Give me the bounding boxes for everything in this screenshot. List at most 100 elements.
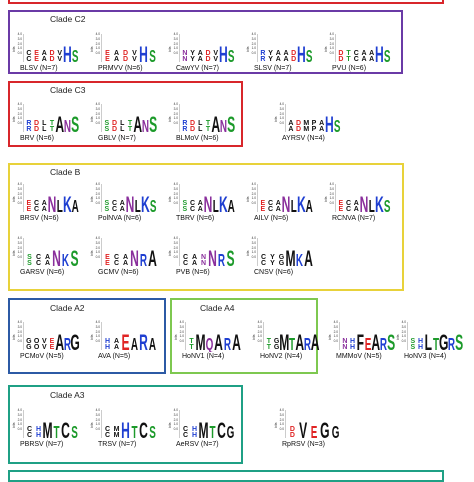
- logo-letter: D: [205, 50, 210, 57]
- logo-letter: T: [206, 126, 211, 133]
- logo-letter: L: [369, 197, 375, 214]
- logo-letter: S: [334, 117, 341, 134]
- logo-letter: R: [182, 120, 187, 127]
- logo-letter: V: [213, 50, 218, 57]
- logo-letter: R: [140, 251, 147, 268]
- logo-letter: C: [183, 254, 188, 261]
- logo-letter: G: [439, 330, 448, 352]
- logo-letter: N: [204, 192, 213, 214]
- logo-letter: S: [227, 112, 235, 134]
- logo-letter: A: [371, 330, 380, 352]
- logo-letter: R: [218, 251, 225, 268]
- logo-letter: S: [70, 246, 78, 268]
- logo-letter: A: [361, 56, 366, 63]
- logo-letter: N: [201, 254, 206, 261]
- logo-letter: A: [114, 50, 119, 57]
- logo-letter: H: [219, 42, 228, 64]
- logo-letter: E: [34, 56, 39, 63]
- logo-letter: D: [123, 50, 128, 57]
- logo-caption: GBLV (N=7): [98, 135, 136, 142]
- logo-letter: E: [339, 206, 344, 213]
- logo-caption: MMMoV (N=5): [336, 353, 382, 360]
- logo-caption: SLSV (N=7): [254, 65, 292, 72]
- logo-letter: G: [26, 338, 32, 345]
- logo-letter: H: [325, 112, 334, 134]
- logo-letter: C: [105, 426, 110, 433]
- logo-letter: A: [114, 56, 119, 63]
- logo-letter: D: [338, 50, 343, 57]
- logo-letter: G: [274, 344, 280, 351]
- y-axis-ticks: 4.0 3.0 2.0 1.0 0.0: [173, 236, 178, 260]
- logo-caption: AVA (N=5): [98, 353, 131, 360]
- logo-letter: N: [342, 344, 347, 351]
- y-axis-ticks: 4.0 3.0 2.0 1.0 0.0: [173, 408, 178, 432]
- logo-letter: R: [260, 56, 265, 63]
- logo-letter: E: [50, 338, 55, 345]
- logo-caption: BRV (N=6): [20, 135, 54, 142]
- logo-letter: T: [209, 423, 215, 440]
- logo-letter: V: [213, 56, 218, 63]
- logo-letter: M: [42, 418, 52, 440]
- logo-letter: Y: [268, 56, 273, 63]
- logo-letter: N: [201, 260, 206, 267]
- logo-letter: S: [105, 120, 110, 127]
- logo-letter: A: [133, 112, 142, 134]
- logo-letter: A: [192, 260, 197, 267]
- logo-letter: N: [342, 338, 347, 345]
- logo-letter: P: [312, 120, 317, 127]
- clade-a2-box: [8, 298, 166, 374]
- logo-letter: C: [183, 426, 188, 433]
- logo-letter: A: [114, 338, 119, 345]
- y-axis-ticks: 4.0 3.0 2.0 1.0 0.0: [95, 320, 100, 344]
- logo-letter: M: [114, 426, 120, 433]
- logo-letter: V: [132, 50, 137, 57]
- logo-letter: S: [105, 206, 110, 213]
- logo-letter: A: [232, 330, 241, 352]
- logo-letter: C: [36, 254, 41, 261]
- logo-letter: C: [34, 206, 39, 213]
- logo-caption: HoNV1 (N=4): [182, 353, 225, 360]
- logo-letter: Y: [190, 50, 195, 57]
- logo-caption: CNSV (N=6): [254, 269, 294, 276]
- y-axis-ticks: 4.0 3.0 2.0 1.0 0.0: [329, 32, 334, 56]
- logo-letter: S: [411, 338, 416, 345]
- logo-letter: G: [26, 344, 32, 351]
- logo-letter: T: [128, 126, 133, 133]
- logo-letter: V: [57, 50, 62, 57]
- y-axis-ticks: 4.0 3.0 2.0 1.0 0.0: [279, 102, 284, 126]
- logo-letter: G: [70, 330, 79, 352]
- logo-letter: C: [346, 200, 351, 207]
- logo-letter: T: [128, 120, 133, 127]
- logo-letter: V: [42, 344, 47, 351]
- logo-caption: RCNVA (N=7): [332, 215, 376, 222]
- clade-c2-box: [8, 10, 403, 74]
- logo-letter: R: [224, 335, 231, 352]
- y-axis-ticks: 4.0 3.0 2.0 1.0 0.0: [95, 32, 100, 56]
- logo-letter: H: [375, 42, 384, 64]
- logo-letter: A: [114, 344, 119, 351]
- logo-letter: D: [291, 56, 296, 63]
- logo-letter: T: [53, 423, 59, 440]
- y-axis-ticks: 4.0 3.0 2.0 1.0 0.0: [401, 320, 406, 344]
- y-axis-ticks: 4.0 3.0 2.0 1.0 0.0: [173, 102, 178, 126]
- logo-letter: S: [183, 200, 188, 207]
- logo-letter: E: [50, 344, 55, 351]
- logo-letter: C: [268, 200, 273, 207]
- logo-letter: S: [455, 330, 463, 352]
- logo-caption: PVB (N=6): [176, 269, 210, 276]
- y-axis-ticks: 4.0 3.0 2.0 1.0 0.0: [17, 320, 22, 344]
- logo-letter: R: [448, 335, 455, 352]
- logo-letter: T: [346, 50, 351, 57]
- logo-caption: RpRSV (N=3): [282, 441, 325, 448]
- logo-caption: TRSV (N=7): [98, 441, 137, 448]
- logo-letter: C: [346, 206, 351, 213]
- sequence-logo-4-0: TT M Q A R A: [185, 322, 241, 352]
- logo-letter: N: [130, 246, 139, 268]
- logo-letter: R: [182, 126, 187, 133]
